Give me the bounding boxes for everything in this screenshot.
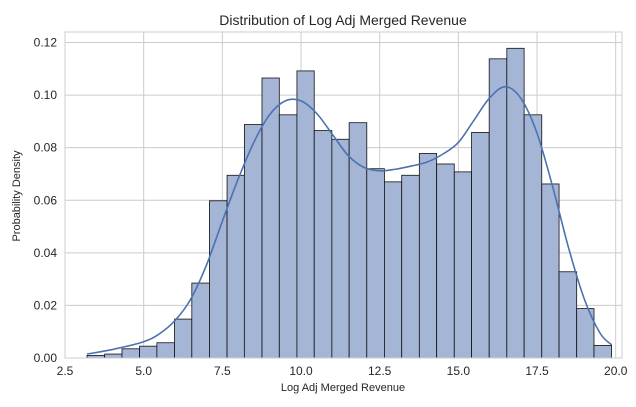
- y-tick-label: 0.08: [34, 141, 58, 155]
- x-tick-label: 15.0: [447, 364, 471, 378]
- histogram-bar: [331, 138, 350, 359]
- histogram-bar: [523, 114, 543, 359]
- x-axis-ticks: 2.5 5.0 7.5 10.0 12.5 15.0 17.5 20.0: [57, 364, 628, 378]
- histogram-bar: [541, 183, 560, 359]
- histogram-bar: [453, 171, 472, 359]
- y-tick-label: 0.06: [34, 193, 58, 207]
- histogram-bar: [366, 168, 385, 359]
- histogram-bar: [139, 345, 158, 359]
- histogram-bar: [488, 58, 508, 359]
- x-tick-label: 2.5: [57, 364, 74, 378]
- x-tick-label: 20.0: [604, 364, 628, 378]
- histogram-bar: [174, 318, 193, 359]
- histogram-bar: [436, 163, 455, 359]
- histogram-bar: [593, 344, 613, 359]
- histogram-bar: [156, 342, 175, 359]
- y-tick-label: 0.02: [34, 298, 58, 312]
- x-tick-label: 7.5: [214, 364, 231, 378]
- y-tick-label: 0.04: [34, 246, 58, 260]
- histogram-bar: [313, 130, 333, 359]
- histogram-bar: [243, 124, 263, 359]
- y-axis-label: Probability Density: [11, 150, 23, 242]
- y-tick-label: 0.10: [34, 88, 58, 102]
- histogram-bar: [209, 200, 228, 359]
- x-tick-label: 10.0: [289, 364, 313, 378]
- x-tick-label: 12.5: [368, 364, 392, 378]
- x-tick-label: 5.0: [135, 364, 152, 378]
- histogram-bars: [86, 47, 613, 359]
- x-tick-label: 17.5: [525, 364, 549, 378]
- plot-frame: [64, 31, 623, 359]
- histogram-bar: [401, 174, 420, 359]
- kde-curve: [86, 85, 613, 355]
- histogram-bar: [121, 348, 140, 359]
- histogram-bar: [471, 132, 490, 359]
- histogram-bar: [191, 282, 210, 359]
- kde-curve-group: [86, 85, 613, 355]
- y-tick-label: 0.00: [34, 351, 58, 365]
- histogram-bar: [506, 47, 525, 359]
- histogram-bar: [261, 77, 280, 359]
- y-tick-label: 0.12: [34, 36, 58, 50]
- x-axis-label: Log Adj Merged Revenue: [281, 382, 405, 394]
- histogram-bar: [296, 70, 315, 359]
- chart-title: Distribution of Log Adj Merged Revenue: [219, 12, 467, 28]
- histogram-bar: [104, 353, 123, 359]
- histogram-bar: [418, 153, 438, 359]
- y-axis-ticks: 0.00 0.02 0.04 0.06 0.08 0.10 0.12: [34, 36, 58, 365]
- histogram-bar: [384, 181, 403, 359]
- histogram-bar: [558, 271, 578, 359]
- histogram-bar: [278, 114, 298, 359]
